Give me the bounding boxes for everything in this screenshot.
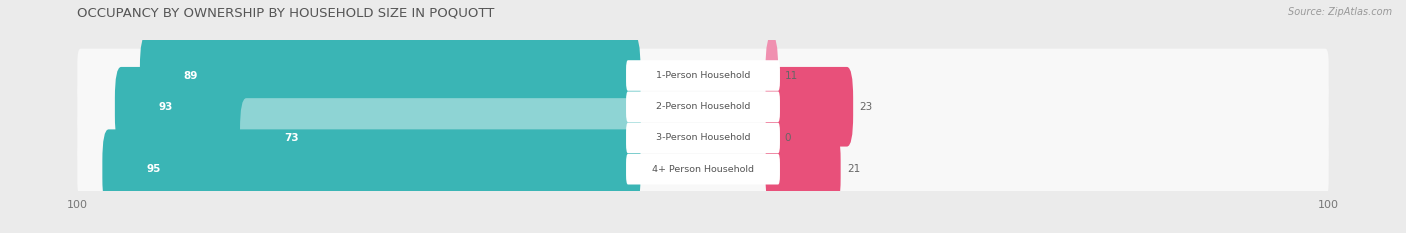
Text: 4+ Person Household: 4+ Person Household [652,165,754,174]
FancyBboxPatch shape [77,80,1329,134]
Text: 89: 89 [184,71,198,81]
FancyBboxPatch shape [103,129,641,209]
FancyBboxPatch shape [626,154,780,185]
Text: 93: 93 [159,102,173,112]
Text: 21: 21 [846,164,860,174]
Text: 23: 23 [859,102,873,112]
Text: 100: 100 [67,200,87,210]
Text: 0: 0 [785,133,790,143]
Text: Source: ZipAtlas.com: Source: ZipAtlas.com [1288,7,1392,17]
Text: 95: 95 [146,164,160,174]
Text: 11: 11 [785,71,797,81]
Text: 100: 100 [1319,200,1339,210]
FancyBboxPatch shape [765,67,853,147]
FancyBboxPatch shape [765,129,841,209]
FancyBboxPatch shape [626,123,780,153]
Text: 3-Person Household: 3-Person Household [655,134,751,142]
FancyBboxPatch shape [141,36,641,115]
Text: 2-Person Household: 2-Person Household [655,102,751,111]
FancyBboxPatch shape [240,98,641,178]
FancyBboxPatch shape [115,67,641,147]
FancyBboxPatch shape [626,60,780,91]
Text: 1-Person Household: 1-Person Household [655,71,751,80]
FancyBboxPatch shape [626,91,780,122]
FancyBboxPatch shape [77,49,1329,102]
FancyBboxPatch shape [77,142,1329,196]
Text: 73: 73 [284,133,298,143]
FancyBboxPatch shape [765,36,778,115]
Text: OCCUPANCY BY OWNERSHIP BY HOUSEHOLD SIZE IN POQUOTT: OCCUPANCY BY OWNERSHIP BY HOUSEHOLD SIZE… [77,7,495,20]
FancyBboxPatch shape [77,111,1329,165]
